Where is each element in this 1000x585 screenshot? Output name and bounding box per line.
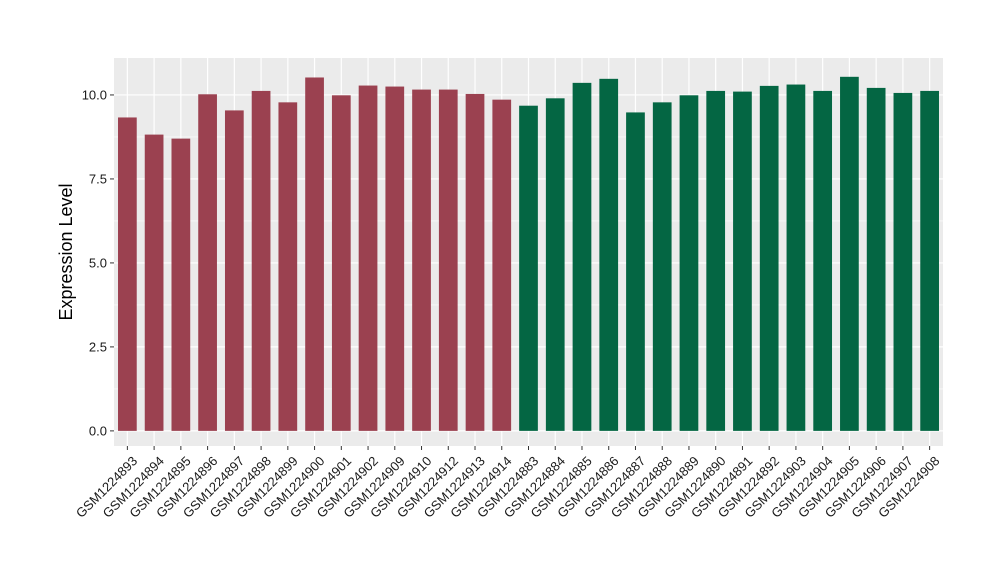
bar-GSM1224897 xyxy=(224,110,244,431)
y-axis: 0.0 2.5 5.0 7.5 10.0 xyxy=(82,87,114,438)
bar-GSM1224912 xyxy=(438,89,458,431)
bar-GSM1224914 xyxy=(492,99,512,431)
y-tick-label: 10.0 xyxy=(82,87,107,102)
y-tick-label: 7.5 xyxy=(89,171,107,186)
bar-GSM1224888 xyxy=(652,102,672,431)
bar-GSM1224903 xyxy=(786,84,806,431)
bar-GSM1224906 xyxy=(866,87,886,431)
bar-GSM1224894 xyxy=(144,134,164,431)
bar-GSM1224887 xyxy=(626,112,645,431)
bar-GSM1224898 xyxy=(251,90,271,431)
bar-GSM1224904 xyxy=(813,90,833,431)
bar-GSM1224905 xyxy=(840,76,859,431)
bar-GSM1224892 xyxy=(759,85,779,431)
bar-GSM1224883 xyxy=(519,105,538,431)
x-axis: GSM1224893GSM1224894GSM1224895GSM1224896… xyxy=(73,446,943,521)
bar-GSM1224913 xyxy=(465,93,485,431)
bar-GSM1224896 xyxy=(198,94,217,431)
bar-GSM1224902 xyxy=(358,85,378,431)
y-tick-label: 5.0 xyxy=(89,255,107,270)
bar-GSM1224908 xyxy=(920,90,939,431)
bar-GSM1224890 xyxy=(706,90,726,431)
bar-GSM1224891 xyxy=(733,91,752,431)
bar-GSM1224901 xyxy=(331,95,351,431)
bar-GSM1224884 xyxy=(545,98,565,431)
bar-GSM1224900 xyxy=(305,77,324,431)
bar-GSM1224909 xyxy=(385,86,405,431)
y-axis-title: Expression Level xyxy=(56,183,76,320)
bar-GSM1224886 xyxy=(599,78,619,431)
y-tick-label: 0.0 xyxy=(89,423,107,438)
bar-GSM1224893 xyxy=(118,117,137,431)
bar-GSM1224907 xyxy=(893,92,913,431)
bar-GSM1224889 xyxy=(679,95,699,431)
bar-GSM1224910 xyxy=(412,89,431,431)
bar-GSM1224885 xyxy=(572,82,592,431)
bar-GSM1224895 xyxy=(171,138,191,431)
y-tick-label: 2.5 xyxy=(89,339,107,354)
bars-group xyxy=(118,76,939,431)
bar-GSM1224899 xyxy=(278,102,298,431)
